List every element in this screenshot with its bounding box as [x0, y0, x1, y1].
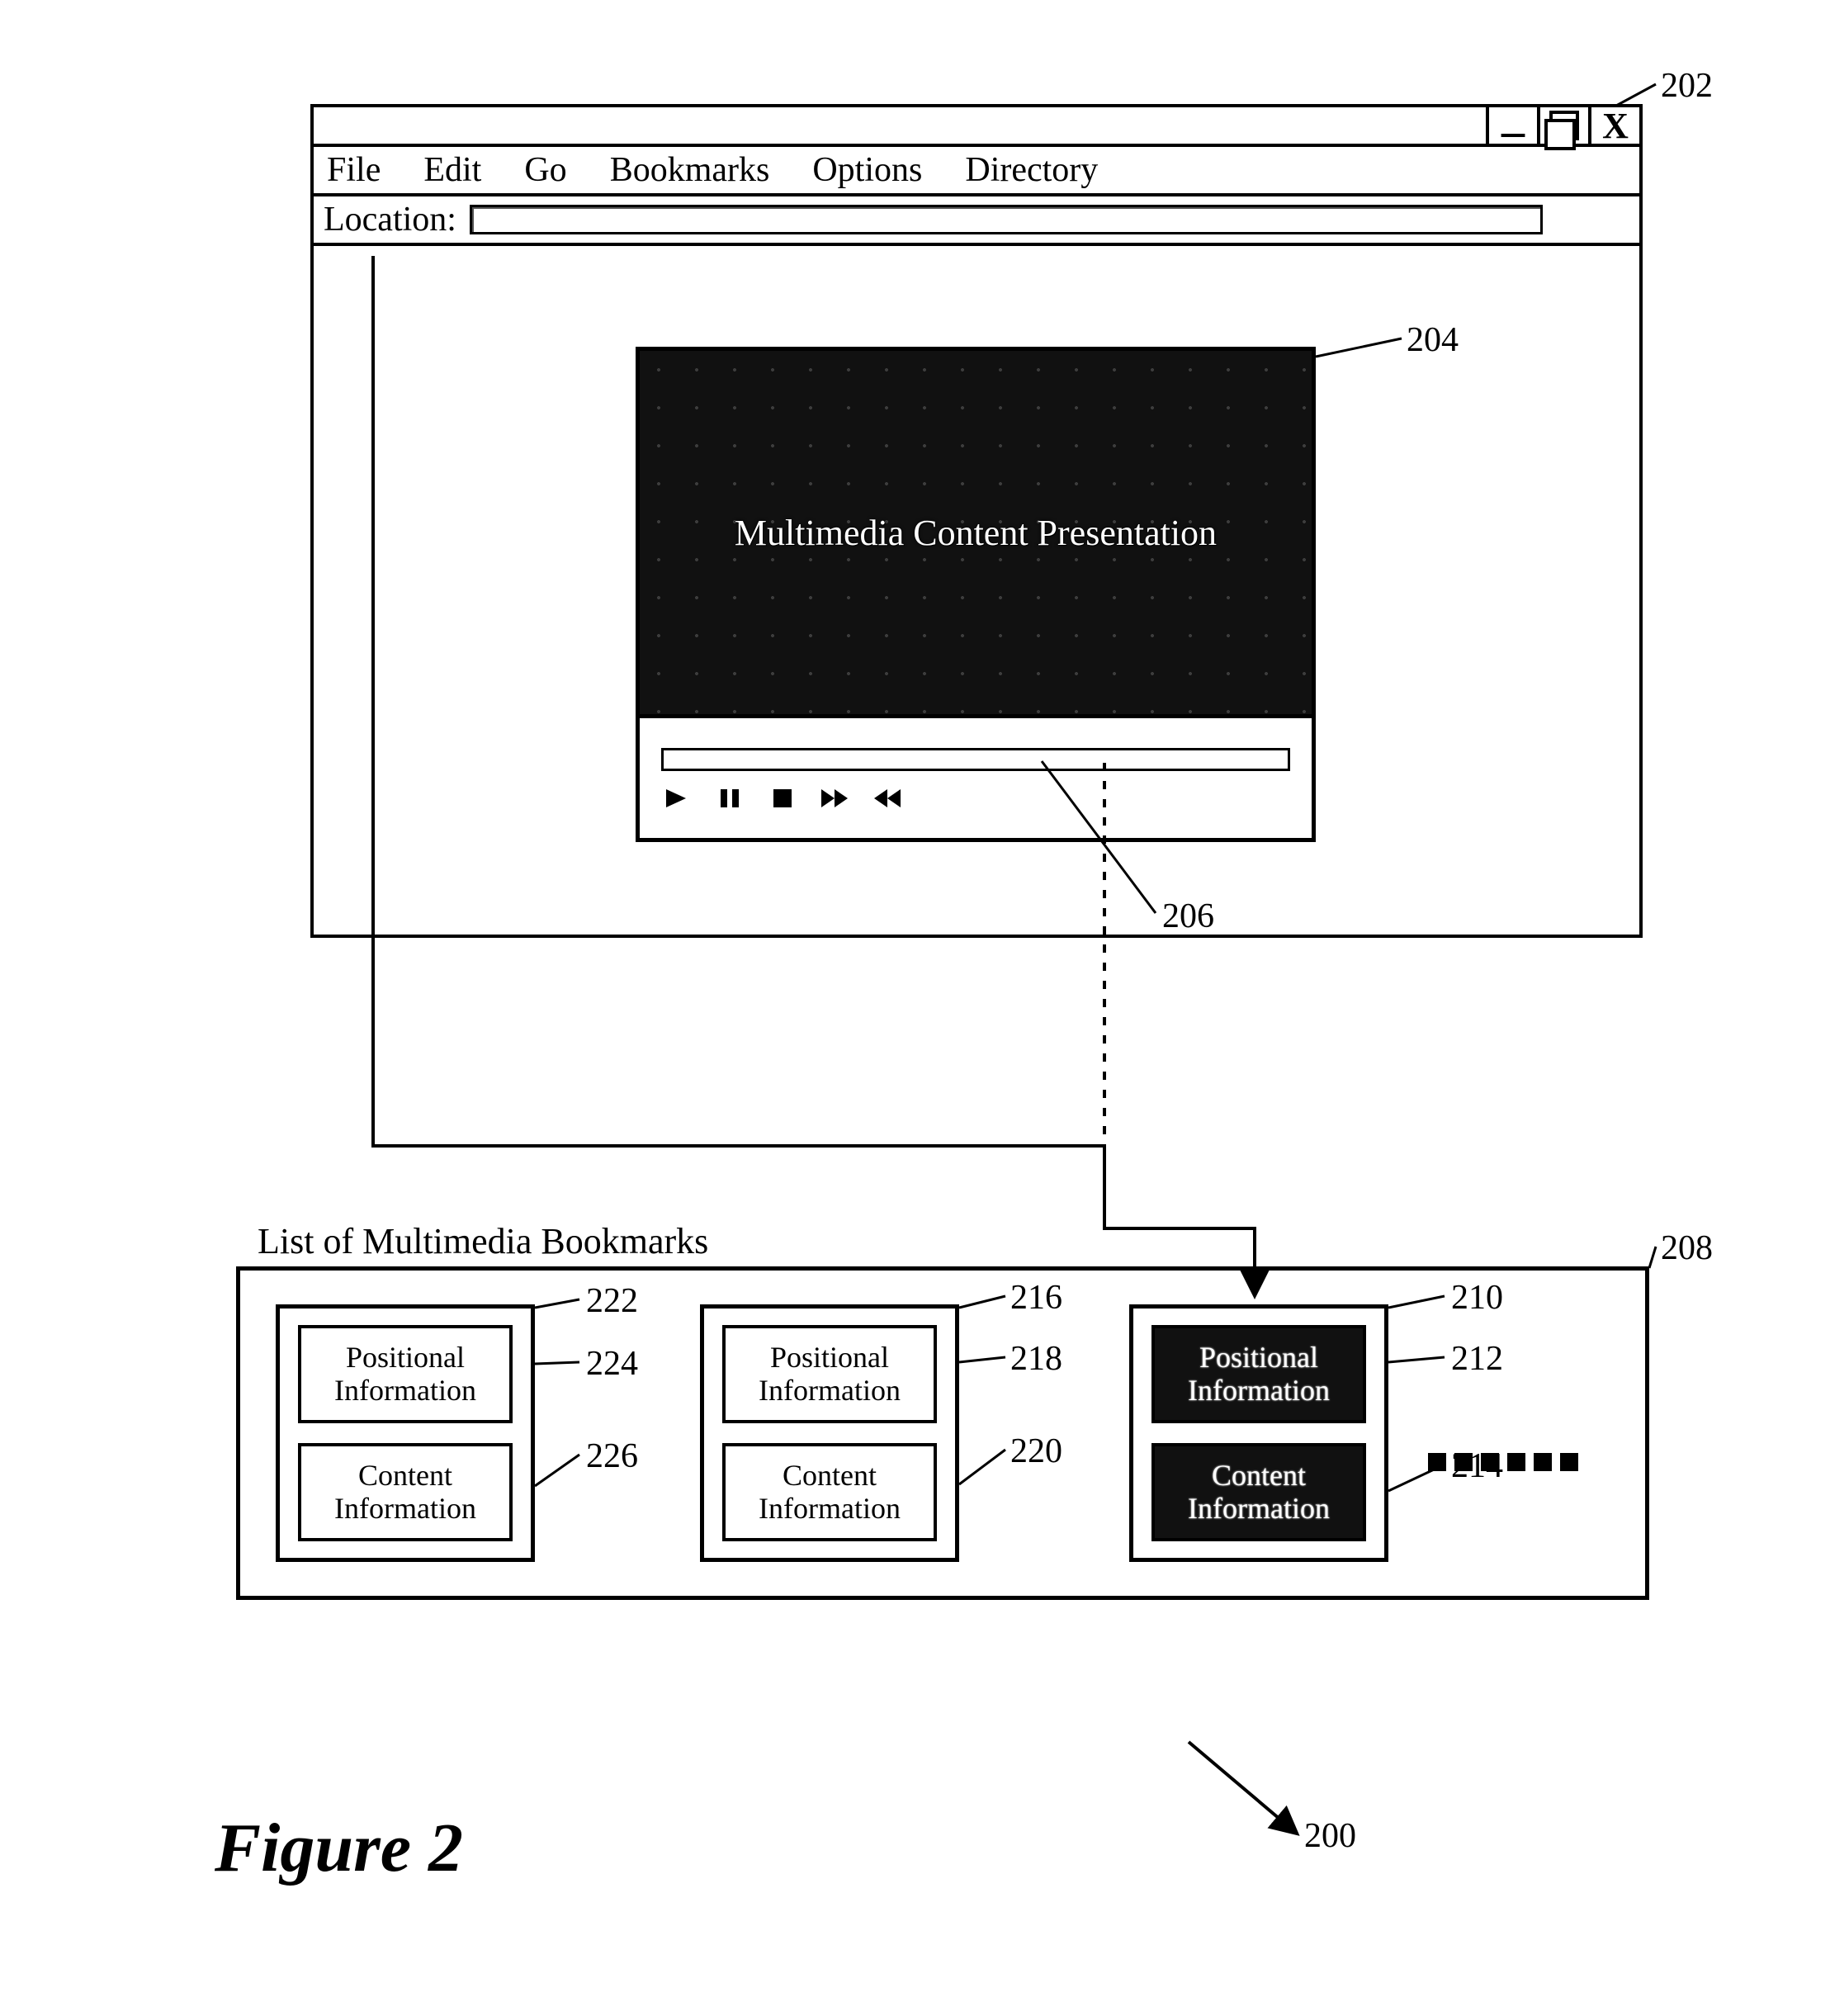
ref-210: 210	[1451, 1278, 1503, 1318]
minimize-button[interactable]: _	[1486, 107, 1537, 144]
ref-206: 206	[1162, 897, 1214, 936]
ref-212: 212	[1451, 1339, 1503, 1379]
stop-icon[interactable]	[767, 786, 798, 811]
ref-216: 216	[1010, 1278, 1062, 1318]
location-bar: Location:	[314, 196, 1639, 246]
title-bar: _ X	[314, 107, 1639, 147]
rew-icon[interactable]	[872, 786, 904, 811]
ref-208: 208	[1661, 1228, 1713, 1268]
location-label: Location:	[324, 200, 456, 239]
bookmarks-title: List of Multimedia Bookmarks	[258, 1220, 708, 1262]
media-player: Multimedia Content Presentation	[636, 347, 1316, 842]
positional-info-box: Positional Information	[1151, 1325, 1366, 1423]
content-info-box: Content Information	[722, 1443, 937, 1541]
bookmark-card: Positional Information Content Informati…	[276, 1304, 535, 1562]
menu-edit[interactable]: Edit	[423, 150, 481, 190]
figure-caption: Figure 2	[215, 1808, 463, 1888]
ref-220: 220	[1010, 1432, 1062, 1471]
positional-info-box: Positional Information	[722, 1325, 937, 1423]
ref-200: 200	[1304, 1816, 1356, 1856]
maximize-button[interactable]	[1537, 107, 1588, 144]
player-controls	[640, 714, 1312, 836]
ref-226: 226	[586, 1436, 638, 1476]
content-info-box: Content Information	[1151, 1443, 1366, 1541]
ref-224: 224	[586, 1344, 638, 1384]
control-buttons	[661, 786, 1290, 811]
bookmark-card-active: Positional Information Content Informati…	[1129, 1304, 1388, 1562]
ref-214: 214	[1451, 1446, 1503, 1486]
ref-218: 218	[1010, 1339, 1062, 1379]
menu-directory[interactable]: Directory	[965, 150, 1098, 190]
menu-bar: File Edit Go Bookmarks Options Directory	[314, 147, 1639, 196]
play-icon[interactable]	[661, 786, 693, 811]
menu-go[interactable]: Go	[524, 150, 566, 190]
menu-options[interactable]: Options	[812, 150, 922, 190]
ref-222: 222	[586, 1281, 638, 1321]
window-controls: _ X	[1486, 107, 1639, 144]
video-screen: Multimedia Content Presentation	[640, 351, 1312, 714]
bookmark-card: Positional Information Content Informati…	[700, 1304, 959, 1562]
menu-file[interactable]: File	[327, 150, 381, 190]
video-caption: Multimedia Content Presentation	[735, 512, 1217, 554]
close-button[interactable]: X	[1588, 107, 1639, 144]
menu-bookmarks[interactable]: Bookmarks	[610, 150, 770, 190]
content-info-box: Content Information	[298, 1443, 513, 1541]
ref-204: 204	[1407, 320, 1459, 360]
ffwd-icon[interactable]	[820, 786, 851, 811]
pause-icon[interactable]	[714, 786, 745, 811]
seek-bar[interactable]	[661, 748, 1290, 771]
ref-202: 202	[1661, 66, 1713, 106]
positional-info-box: Positional Information	[298, 1325, 513, 1423]
location-input[interactable]	[470, 205, 1543, 234]
